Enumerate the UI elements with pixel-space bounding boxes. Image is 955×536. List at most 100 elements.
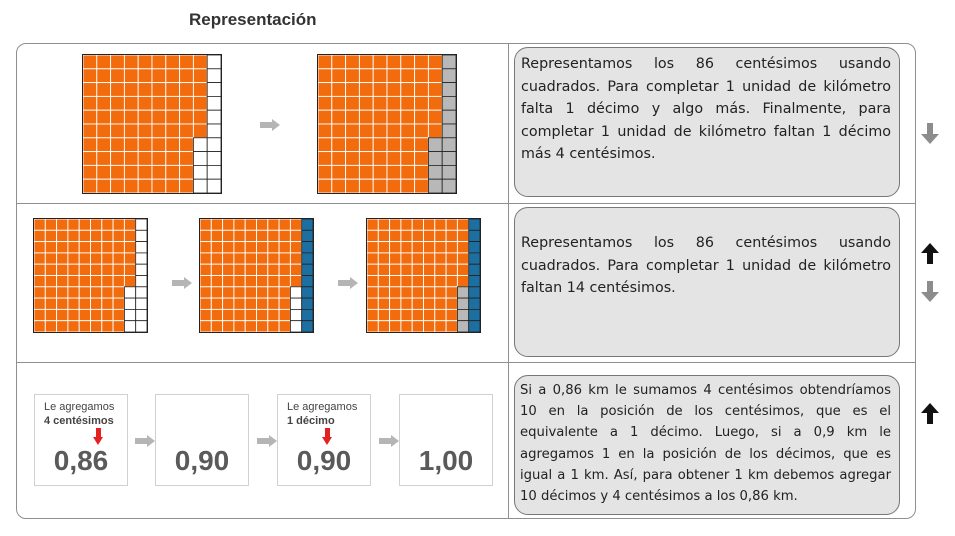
grid-cell	[151, 178, 167, 193]
grid-cell	[301, 219, 313, 231]
grid-cell	[377, 219, 391, 231]
grid-cell	[179, 95, 194, 111]
grid-cell	[101, 286, 114, 299]
grid-cell	[367, 219, 379, 231]
grid-cell	[441, 165, 456, 180]
grid-cell	[411, 275, 424, 288]
grid-cell	[96, 82, 112, 97]
grid-cell	[210, 286, 224, 299]
grid-cell	[210, 263, 224, 276]
grid-cell	[441, 178, 456, 193]
grid-cell	[34, 308, 46, 322]
grid-cell	[367, 229, 379, 243]
grid-cell	[210, 219, 224, 231]
grid-cell	[423, 275, 436, 288]
grid-cell	[267, 308, 280, 322]
grid-cell	[200, 241, 212, 254]
grid-cell	[101, 297, 114, 310]
grid-cell	[386, 82, 402, 97]
grid-cell	[67, 252, 80, 265]
grid-cell	[318, 164, 333, 180]
grid-cell	[193, 137, 208, 153]
grid-cell	[456, 229, 470, 243]
grid-cell	[165, 137, 181, 153]
grid-cell	[244, 320, 257, 332]
grid-cell	[278, 286, 291, 299]
grid-cell	[457, 286, 470, 299]
grid-cell	[210, 229, 224, 243]
grid-cell	[137, 137, 153, 153]
up-arrow-icon[interactable]	[921, 403, 939, 425]
grid-cell	[441, 137, 456, 153]
grid-cell	[290, 320, 303, 332]
grid-cell	[78, 275, 91, 288]
grid-cell	[135, 263, 147, 276]
grid-cell	[318, 82, 333, 97]
grid-cell	[123, 229, 137, 243]
grid-cell	[78, 229, 91, 243]
grid-cell	[445, 241, 458, 254]
grid-cell	[56, 252, 69, 265]
grid-cell	[278, 297, 291, 310]
grid-cell	[441, 96, 456, 111]
grid-cell	[244, 297, 257, 310]
representation-table: Representamos los 86 centésimos usando c…	[16, 43, 916, 519]
grid-cell	[67, 219, 80, 231]
grid-cell	[44, 229, 58, 243]
grid-cell	[301, 275, 313, 288]
grid-cell	[83, 109, 98, 125]
grid-cell	[289, 229, 303, 243]
grid-cell	[278, 241, 291, 254]
grid-cell	[101, 308, 114, 322]
grid-cell	[206, 82, 221, 97]
grid-cell	[124, 309, 137, 322]
grid-cell	[423, 241, 436, 254]
grid-cell	[200, 252, 212, 265]
grid-cell	[200, 219, 212, 231]
grid-cell	[233, 241, 246, 254]
grid-cell	[101, 263, 114, 276]
grid-cell	[222, 286, 235, 299]
grid-cell	[456, 263, 470, 276]
grid-cell	[96, 178, 112, 193]
grid-cell	[165, 164, 181, 180]
grid-cell	[112, 286, 125, 299]
grid-cell	[78, 219, 91, 231]
grid-cell	[135, 229, 147, 243]
grid-cell	[90, 263, 103, 276]
section-title: Representación	[189, 10, 317, 29]
grid-cell	[110, 137, 125, 153]
grid-cell	[414, 109, 429, 125]
grid-cell	[78, 286, 91, 299]
grid-cell	[427, 55, 443, 70]
down-arrow-icon[interactable]	[921, 281, 939, 303]
grid-cell	[137, 164, 153, 180]
grid-cell	[445, 308, 458, 322]
grid-cell	[192, 82, 208, 97]
up-arrow-icon[interactable]	[921, 243, 939, 265]
grid-cell	[428, 165, 443, 180]
grid-cell	[389, 286, 402, 299]
grid-cell	[301, 263, 313, 276]
grid-cell	[358, 82, 374, 97]
grid-cell	[206, 178, 221, 193]
grid-svg	[200, 219, 313, 332]
grid-cell	[151, 151, 167, 166]
grid-cell	[244, 241, 257, 254]
grid-cell	[110, 95, 125, 111]
grid-cell	[78, 297, 91, 310]
grid-cell	[135, 252, 147, 265]
explanation-bubble-2: Representamos los 86 centésimos usando c…	[514, 207, 900, 357]
down-arrow-icon[interactable]	[921, 123, 939, 145]
grid-cell	[151, 55, 167, 70]
grid-cell	[90, 320, 103, 332]
grid-cell	[179, 123, 194, 139]
grid-cell	[34, 252, 46, 265]
grid-cell	[123, 164, 139, 180]
grid-cell	[278, 263, 291, 276]
card-caption: Le agregamos	[44, 401, 115, 413]
grid-cell	[377, 297, 391, 310]
grid-cell	[200, 229, 212, 243]
grid-cell	[165, 68, 181, 84]
grid-cell	[123, 263, 137, 276]
